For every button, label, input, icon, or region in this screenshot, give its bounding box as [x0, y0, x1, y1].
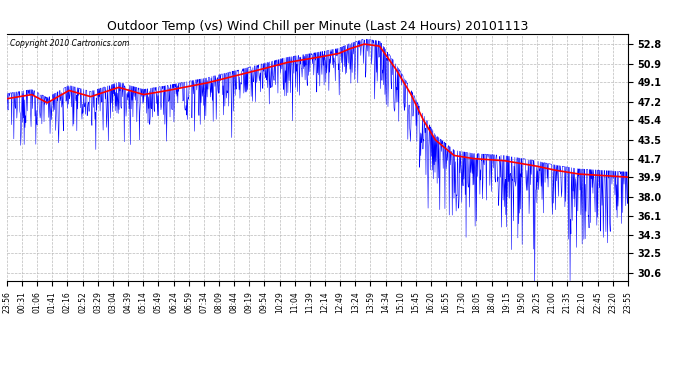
Text: Copyright 2010 Cartronics.com: Copyright 2010 Cartronics.com	[10, 39, 130, 48]
Title: Outdoor Temp (vs) Wind Chill per Minute (Last 24 Hours) 20101113: Outdoor Temp (vs) Wind Chill per Minute …	[107, 20, 528, 33]
